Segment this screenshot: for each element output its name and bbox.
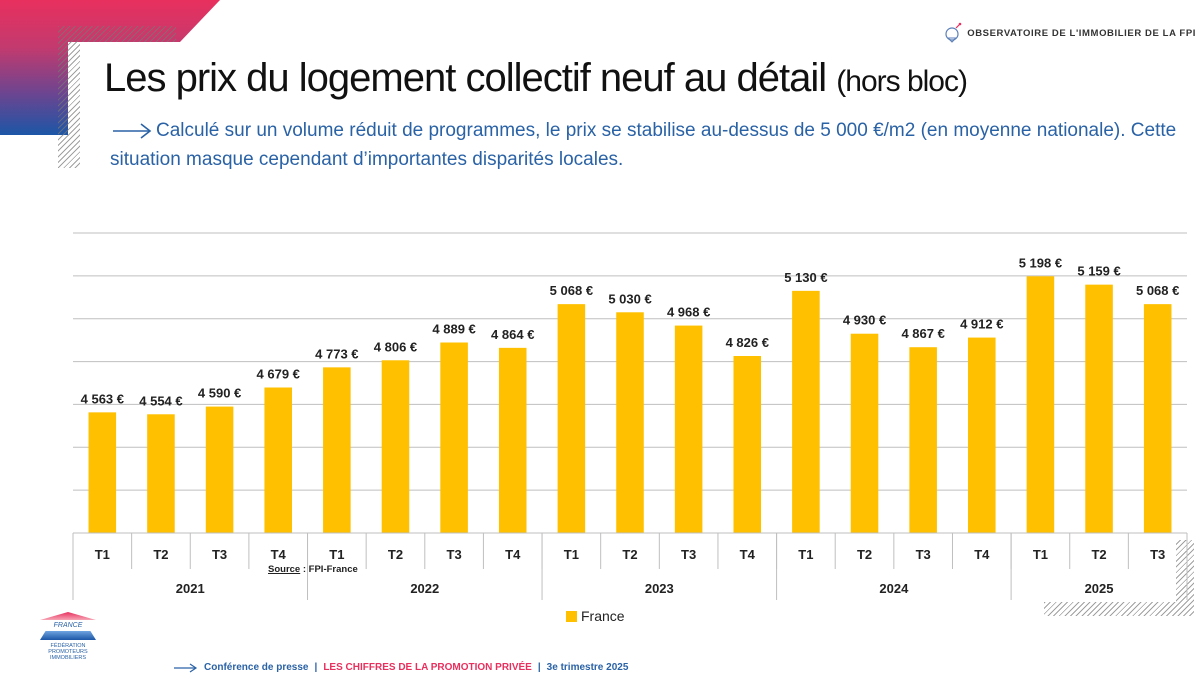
category-label: T2 bbox=[857, 547, 872, 562]
category-label: T2 bbox=[388, 547, 403, 562]
data-label: 4 679 € bbox=[257, 367, 300, 382]
group-label: 2022 bbox=[410, 581, 439, 596]
bar bbox=[792, 290, 820, 533]
category-label: T4 bbox=[505, 547, 521, 562]
data-label: 4 590 € bbox=[198, 386, 241, 401]
observatoire-brand-text: OBSERVATOIRE DE L'IMMOBILIER DE LA FPI bbox=[967, 27, 1196, 39]
logo-base-shape bbox=[40, 631, 96, 640]
arrow-right-icon bbox=[113, 123, 152, 139]
bar bbox=[264, 387, 292, 533]
source-note: Source : FPI-France bbox=[268, 564, 358, 575]
bar bbox=[968, 337, 996, 533]
data-label: 5 030 € bbox=[608, 291, 651, 306]
logo-country: FRANCE bbox=[53, 622, 83, 629]
category-label: T3 bbox=[916, 547, 931, 562]
chart-legend: France bbox=[566, 608, 625, 624]
category-label: T3 bbox=[212, 547, 227, 562]
group-label: 2021 bbox=[176, 581, 205, 596]
data-label: 4 563 € bbox=[81, 391, 124, 406]
data-label: 5 198 € bbox=[1019, 255, 1062, 270]
logo-org-line: PROMOTEURS bbox=[48, 649, 88, 655]
group-label: 2023 bbox=[645, 581, 674, 596]
source-label: Source bbox=[268, 564, 301, 575]
category-label: T1 bbox=[1033, 547, 1048, 562]
footer-publication: LES CHIFFRES DE LA PROMOTION PRIVÉE bbox=[323, 662, 532, 673]
data-label: 4 773 € bbox=[315, 346, 358, 361]
observatoire-brand: OBSERVATOIRE DE L'IMMOBILIER DE LA FPI bbox=[943, 22, 1196, 44]
group-label: 2025 bbox=[1085, 581, 1114, 596]
group-label: 2024 bbox=[879, 581, 909, 596]
footer-separator: | bbox=[314, 662, 318, 673]
category-label: T4 bbox=[974, 547, 990, 562]
bar bbox=[850, 333, 879, 533]
data-label: 4 554 € bbox=[139, 393, 182, 408]
footer-separator: | bbox=[537, 662, 541, 673]
category-label: T4 bbox=[740, 547, 756, 562]
category-label: T4 bbox=[271, 547, 287, 562]
legend-swatch-france bbox=[566, 610, 577, 622]
category-label: T3 bbox=[447, 547, 462, 562]
data-label: 5 068 € bbox=[1136, 283, 1179, 298]
category-label: T2 bbox=[153, 547, 168, 562]
footer: Conférence de presse | LES CHIFFRES DE L… bbox=[174, 662, 628, 673]
data-label: 4 867 € bbox=[901, 326, 944, 341]
fpi-logo: FRANCE FÉDÉRATION PROMOTEURS IMMOBILIERS bbox=[40, 612, 96, 661]
category-label: T1 bbox=[798, 547, 813, 562]
page-title: Les prix du logement collectif neuf au d… bbox=[104, 56, 968, 101]
category-label: T2 bbox=[1091, 547, 1106, 562]
data-label: 4 806 € bbox=[374, 339, 417, 354]
category-label: T2 bbox=[622, 547, 637, 562]
bar bbox=[440, 342, 468, 533]
title-main: Les prix du logement collectif neuf au d… bbox=[104, 56, 827, 100]
category-label: T1 bbox=[329, 547, 344, 562]
category-label: T3 bbox=[1150, 547, 1165, 562]
data-label: 4 826 € bbox=[726, 335, 769, 350]
observatoire-logo-icon bbox=[945, 22, 962, 43]
bar bbox=[733, 356, 762, 533]
bar bbox=[498, 347, 527, 533]
bar bbox=[674, 325, 703, 533]
data-label: 4 968 € bbox=[667, 305, 710, 320]
arrow-right-icon bbox=[174, 663, 198, 672]
bar bbox=[1026, 276, 1055, 533]
bar bbox=[205, 406, 234, 533]
data-label: 4 889 € bbox=[432, 322, 475, 337]
title-sub: (hors bloc) bbox=[836, 65, 968, 98]
logo-org: FÉDÉRATION PROMOTEURS IMMOBILIERS bbox=[40, 643, 96, 661]
data-label: 4 912 € bbox=[960, 317, 1003, 332]
legend-label-france: France bbox=[581, 608, 625, 624]
category-label: T3 bbox=[681, 547, 696, 562]
logo-roof-shape bbox=[40, 612, 96, 620]
bar bbox=[323, 367, 351, 533]
category-label: T1 bbox=[564, 547, 579, 562]
data-label: 5 130 € bbox=[784, 270, 827, 285]
subtitle-text: Calculé sur un volume réduit de programm… bbox=[110, 120, 1177, 170]
bar bbox=[147, 414, 175, 533]
bar bbox=[616, 312, 644, 533]
data-label: 4 864 € bbox=[491, 327, 534, 342]
logo-org-line: IMMOBILIERS bbox=[49, 655, 87, 661]
source-value: : FPI-France bbox=[300, 564, 358, 575]
data-label: 5 068 € bbox=[550, 283, 593, 298]
bar bbox=[1143, 304, 1172, 533]
bar bbox=[88, 412, 117, 533]
bar bbox=[557, 304, 586, 533]
footer-press: Conférence de presse bbox=[204, 662, 309, 673]
bar bbox=[381, 360, 410, 533]
footer-period: 3e trimestre 2025 bbox=[546, 662, 629, 673]
bar bbox=[1085, 284, 1113, 533]
logo-org-line: FÉDÉRATION bbox=[50, 643, 86, 649]
subtitle: Calculé sur un volume réduit de programm… bbox=[110, 116, 1182, 174]
data-label: 5 159 € bbox=[1077, 264, 1120, 279]
bar bbox=[909, 347, 937, 533]
data-label: 4 930 € bbox=[843, 313, 886, 328]
category-label: T1 bbox=[95, 547, 110, 562]
